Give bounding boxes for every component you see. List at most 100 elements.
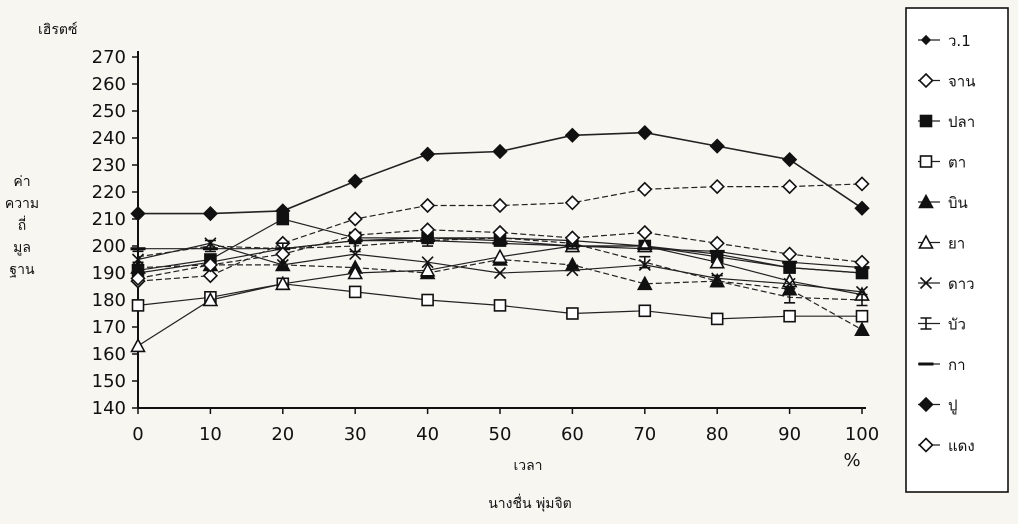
series-9 xyxy=(130,239,870,270)
data-point xyxy=(275,203,291,219)
data-point xyxy=(854,254,870,270)
legend-label: ยา xyxy=(948,235,965,253)
legend-label: ปลา xyxy=(948,113,975,131)
x-tick-label: 20 xyxy=(271,424,294,445)
y-tick-label: 260 xyxy=(92,74,126,95)
data-point xyxy=(202,268,219,284)
legend-box xyxy=(905,7,1009,493)
data-point xyxy=(564,256,581,272)
legend-marker xyxy=(919,276,933,290)
data-point xyxy=(783,277,796,290)
y-tick-label: 160 xyxy=(92,344,126,365)
series-5 xyxy=(130,251,870,337)
legend-marker xyxy=(918,193,934,209)
data-point xyxy=(783,309,796,323)
x-tick-label: 60 xyxy=(561,424,584,445)
y-axis-side-word: ความ xyxy=(5,196,39,212)
y-tick-label: 220 xyxy=(92,182,126,203)
data-point xyxy=(854,176,870,192)
data-point xyxy=(493,299,507,312)
legend-item: ยา xyxy=(918,234,965,253)
data-point xyxy=(421,256,434,269)
data-point xyxy=(855,285,869,298)
data-point xyxy=(781,151,798,168)
x-tick-label: 10 xyxy=(199,424,222,445)
data-point xyxy=(638,304,652,318)
data-point xyxy=(419,262,436,277)
legend-label: จาน xyxy=(948,73,975,91)
data-point xyxy=(854,321,870,337)
data-point xyxy=(710,312,724,326)
y-tick-label: 170 xyxy=(92,317,126,338)
x-tick-label: 30 xyxy=(344,424,367,445)
y-axis-side-word: ถี่ xyxy=(18,216,26,234)
legend-marker xyxy=(918,437,934,453)
data-point xyxy=(637,224,653,241)
y-axis-side-word: ค่า xyxy=(13,174,30,190)
series-line xyxy=(137,258,863,331)
data-point xyxy=(709,254,726,269)
data-point xyxy=(275,246,291,262)
data-point xyxy=(347,264,364,280)
data-point xyxy=(855,309,869,323)
speaker-caption: นางชื่น พุ่มจิต xyxy=(488,494,572,512)
legend-label: บิน xyxy=(948,194,968,212)
data-point xyxy=(202,257,219,273)
data-point xyxy=(781,246,798,262)
axes: 1401501601701801902002102202302402502602… xyxy=(92,47,880,445)
y-tick-label: 230 xyxy=(92,155,126,176)
x-tick-label: 90 xyxy=(778,424,801,445)
legend-label: ดาว xyxy=(948,275,975,293)
data-point xyxy=(202,291,219,307)
y-tick-label: 190 xyxy=(92,263,126,284)
legend-label: ตา xyxy=(948,154,966,172)
data-point xyxy=(421,293,434,307)
legend-label: ปู xyxy=(948,397,958,415)
series-3 xyxy=(131,212,869,280)
legend-item: ดาว xyxy=(918,275,975,293)
data-point xyxy=(784,291,796,304)
data-point xyxy=(492,197,508,214)
data-point xyxy=(566,307,579,320)
legend-item: ว.1 xyxy=(918,32,971,50)
data-point xyxy=(348,285,362,299)
data-point xyxy=(130,270,146,287)
data-point xyxy=(709,178,725,195)
legend-item: ปู xyxy=(918,397,958,415)
legend-label: บัว xyxy=(948,316,966,334)
y-axis-unit-label: เฮิรตซ์ xyxy=(38,21,77,38)
data-point xyxy=(711,274,723,288)
legend-marker xyxy=(920,317,932,330)
y-tick-label: 180 xyxy=(92,290,126,311)
legend-marker xyxy=(919,155,933,168)
series-10 xyxy=(130,124,870,222)
data-point xyxy=(492,248,508,264)
legend-item: ปลา xyxy=(918,113,975,131)
data-point xyxy=(132,250,144,264)
y-tick-label: 150 xyxy=(92,371,126,392)
legend-item: บัว xyxy=(918,316,966,334)
x-tick-label: 50 xyxy=(489,424,512,445)
legend-item: แดง xyxy=(918,437,975,455)
data-point xyxy=(781,178,798,195)
x-tick-label: 40 xyxy=(416,424,439,445)
series-4 xyxy=(131,277,869,326)
data-point xyxy=(639,255,651,269)
y-tick-label: 210 xyxy=(92,209,126,230)
data-point xyxy=(349,248,362,261)
data-point xyxy=(637,124,653,141)
y-tick-label: 240 xyxy=(92,128,126,149)
legend-item: กา xyxy=(918,356,966,374)
data-point xyxy=(856,293,868,307)
y-axis-side-word: ฐาน xyxy=(9,262,35,278)
series-2 xyxy=(130,176,870,289)
data-point xyxy=(492,224,508,241)
legend-marker xyxy=(918,234,934,249)
data-point xyxy=(564,230,581,246)
data-point xyxy=(564,195,581,211)
data-point xyxy=(130,205,146,222)
legend-marker xyxy=(920,34,932,46)
